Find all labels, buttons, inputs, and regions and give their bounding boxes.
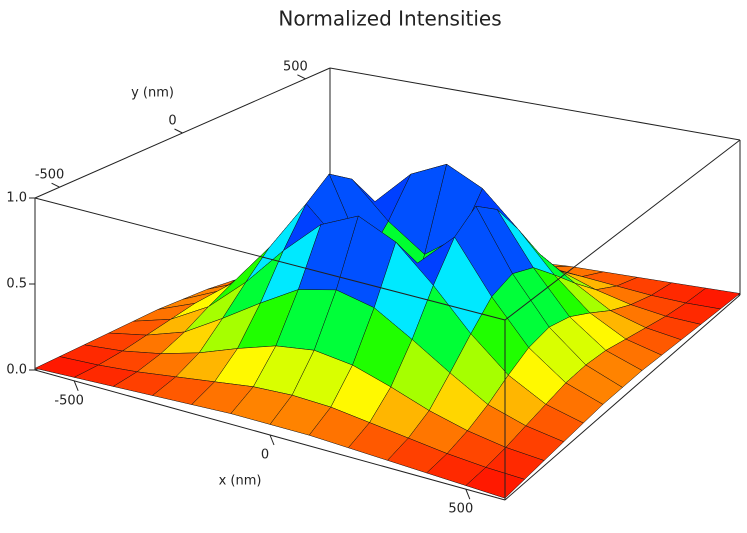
y-tick-label: -500 <box>35 168 65 183</box>
box-edge <box>34 197 506 321</box>
y-tick-label: 0 <box>168 114 176 129</box>
x-tick-label: 0 <box>261 448 269 463</box>
y-tick <box>51 182 60 188</box>
y-tick-label: 500 <box>283 59 308 74</box>
surface-patch <box>465 467 526 499</box>
x-tick <box>73 380 79 392</box>
y-tick <box>174 128 183 134</box>
box-edge <box>504 294 741 501</box>
x-axis-label: x (nm) <box>219 474 262 489</box>
y-axis-label: y (nm) <box>131 86 174 101</box>
z-tick-label: 1.0 <box>6 191 27 206</box>
z-tick-label: 0.5 <box>6 277 27 292</box>
x-tick-label: 500 <box>448 502 473 517</box>
z-tick-label: 0.0 <box>6 363 27 378</box>
x-tick-label: -500 <box>54 393 84 408</box>
y-tick <box>297 74 306 80</box>
chart-title: Normalized Intensities <box>278 7 501 31</box>
box-edge <box>329 67 741 141</box>
x-tick <box>465 488 471 500</box>
box-edge <box>504 139 741 321</box>
x-tick <box>269 434 275 446</box>
